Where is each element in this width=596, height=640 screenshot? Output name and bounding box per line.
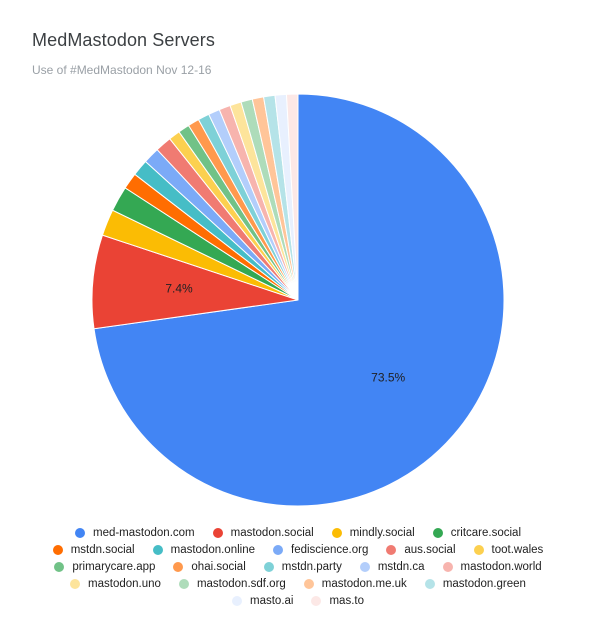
- legend-swatch: [432, 527, 443, 538]
- legend-row: mastodon.uno mastodon.sdf.org mastodon.me.…: [61, 575, 535, 592]
- legend-swatch: [232, 595, 242, 606]
- legend-label: mastodon.social: [230, 526, 314, 539]
- legend-swatch: [70, 578, 81, 589]
- legend-label: mastodon.world: [460, 560, 542, 573]
- legend-swatch: [442, 561, 453, 572]
- legend-swatch: [311, 595, 322, 606]
- chart-subtitle: Use of #MedMastodon Nov 12-16: [32, 63, 212, 77]
- legend-swatch: [178, 578, 189, 589]
- legend-label: masto.ai: [250, 594, 294, 607]
- legend-label: fediscience.org: [291, 543, 369, 556]
- legend-swatch: [152, 544, 163, 555]
- legend-swatch: [173, 561, 184, 572]
- legend-item-aus-social: aus.social: [386, 543, 456, 556]
- legend-item-mastodon-green: mastodon.green: [424, 577, 526, 590]
- legend-swatch: [212, 527, 223, 538]
- legend-item-mstdn-social: mstdn.social: [52, 543, 135, 556]
- pie-slice-mas-to: [285, 93, 299, 301]
- legend-swatch: [386, 544, 397, 555]
- legend-item-mastodon-uno: mastodon.uno: [70, 578, 161, 590]
- legend-item-mstdn-party: mstdn.party: [263, 560, 342, 573]
- legend-label: aus.social: [404, 543, 456, 556]
- legend-label: mindly.social: [349, 526, 415, 539]
- legend-item-mastodon-sdf-org: mastodon.sdf.org: [178, 577, 286, 590]
- legend-label: toot.wales: [491, 543, 544, 556]
- data-label-med-mastodon-com: 73.5%: [371, 371, 405, 385]
- legend-row: med-mastodon.com mastodon.social mindly.so…: [66, 524, 530, 541]
- legend-row: mstdn.social mastodon.online fediscience.o…: [44, 541, 553, 558]
- legend-swatch: [303, 578, 314, 589]
- legend-item-mastodon-world: mastodon.world: [442, 560, 542, 573]
- legend-item-mastodon-online: mastodon.online: [152, 543, 256, 556]
- legend-label: med-mastodon.com: [92, 526, 195, 539]
- legend-item-mastodon-me-uk: mastodon.me.uk: [303, 577, 407, 590]
- legend-item-toot-wales: toot.wales: [473, 543, 544, 556]
- data-label-mastodon-social: 7.4%: [165, 281, 193, 295]
- legend-item-mas-to: mas.to: [311, 595, 364, 607]
- legend-swatch: [273, 544, 284, 555]
- pie-chart: 73.5% 7.4%: [91, 93, 505, 507]
- legend-label: mastodon.uno: [88, 577, 161, 590]
- pie-slice-med-mastodon-com: [93, 93, 505, 507]
- legend-label: critcare.social: [450, 526, 522, 539]
- legend-item-mstdn-ca: mstdn.ca: [359, 560, 425, 573]
- legend: med-mastodon.com mastodon.social mindly.so…: [20, 524, 576, 609]
- legend-label: mastodon.sdf.org: [196, 577, 286, 590]
- chart-title: MedMastodon Servers: [32, 30, 215, 50]
- legend-label: mastodon.me.uk: [321, 577, 407, 590]
- legend-item-masto-ai: masto.ai: [232, 595, 293, 607]
- legend-label: mstdn.ca: [377, 560, 425, 573]
- legend-swatch: [54, 561, 65, 572]
- legend-item-mindly-social: mindly.social: [331, 526, 415, 539]
- legend-item-med-mastodon-com: med-mastodon.com: [74, 526, 195, 539]
- legend-swatch: [52, 544, 63, 555]
- legend-item-fediscience-org: fediscience.org: [273, 544, 368, 556]
- legend-swatch: [74, 527, 85, 538]
- legend-row: primarycare.app ohai.social mstdn.party mst…: [45, 558, 550, 575]
- legend-label: ohai.social: [191, 560, 246, 573]
- legend-item-mastodon-social: mastodon.social: [212, 526, 314, 539]
- legend-label: mastodon.green: [442, 577, 526, 590]
- legend-label: mstdn.social: [70, 543, 135, 556]
- legend-swatch: [331, 527, 342, 538]
- legend-label: primarycare.app: [72, 560, 156, 573]
- legend-swatch: [424, 578, 435, 589]
- legend-swatch: [359, 561, 370, 572]
- legend-row: masto.ai mas.to: [223, 592, 373, 609]
- legend-label: mas.to: [329, 594, 364, 607]
- legend-item-primarycare-app: primarycare.app: [54, 561, 155, 573]
- legend-item-critcare-social: critcare.social: [432, 526, 522, 539]
- legend-swatch: [473, 544, 484, 555]
- legend-swatch: [263, 561, 274, 572]
- legend-label: mastodon.online: [170, 543, 256, 556]
- legend-label: mstdn.party: [281, 560, 342, 573]
- legend-item-ohai-social: ohai.social: [173, 560, 246, 573]
